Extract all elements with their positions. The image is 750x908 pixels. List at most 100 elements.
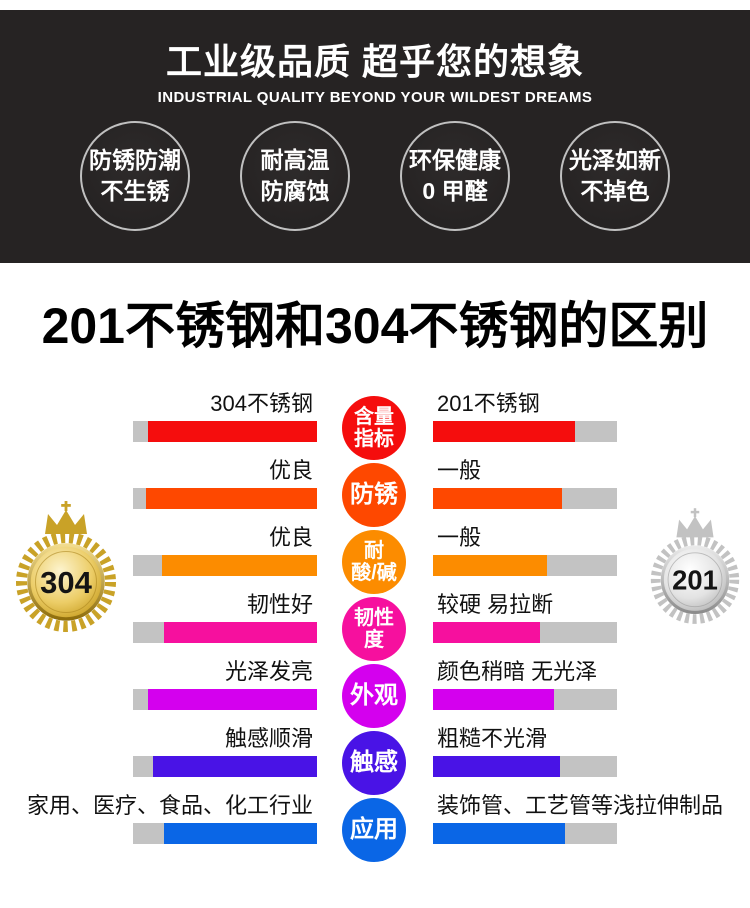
hero-section: 工业级品质 超乎您的想象 INDUSTRIAL QUALITY BEYOND Y… [0, 10, 750, 263]
comparison-chart: 304不锈钢 201不锈钢 含量 指标 优良 一般 防锈 优良 一般 [0, 388, 750, 863]
left-bar-fill [153, 756, 317, 777]
left-bar-fill [162, 555, 317, 576]
right-bar-fill [433, 555, 548, 576]
comparison-row: 触感顺滑 粗糙不光滑 触感 [0, 723, 750, 795]
metric-line1: 触感 [350, 749, 398, 776]
feature-line2: 防腐蚀 [260, 178, 330, 204]
comparison-row: 优良 一般 耐 酸/碱 [0, 522, 750, 594]
hero-subtitle: INDUSTRIAL QUALITY BEYOND YOUR WILDEST D… [157, 89, 593, 106]
badge-201: 201 [642, 508, 748, 630]
left-label: 光泽发亮 [224, 659, 313, 684]
comparison-row: 304不锈钢 201不锈钢 含量 指标 [0, 388, 750, 460]
left-label: 家用、医疗、食品、化工行业 [26, 793, 313, 818]
hero-title: 工业级品质 超乎您的想象 [165, 41, 584, 82]
feature-line1: 防锈防潮 [89, 147, 181, 173]
left-label: 韧性好 [246, 592, 313, 617]
right-bar-track [433, 488, 617, 509]
comparison-row: 光泽发亮 颜色稍暗 无光泽 外观 [0, 656, 750, 728]
metric-line1: 防锈 [350, 481, 398, 508]
comparison-rows: 304不锈钢 201不锈钢 含量 指标 优良 一般 防锈 优良 一般 [0, 388, 750, 863]
right-label: 一般 [437, 458, 482, 483]
left-bar-track [133, 622, 317, 643]
right-label: 装饰管、工艺管等浅拉伸制品 [437, 793, 724, 818]
section-title: 201不锈钢和304不锈钢的区别 [41, 298, 709, 354]
metric-line1: 耐 [364, 540, 384, 562]
right-bar-track [433, 689, 617, 710]
left-bar-fill [164, 622, 317, 643]
feature-circle-gloss: 光泽如新 不掉色 [560, 121, 670, 231]
right-label: 较硬 易拉断 [437, 592, 554, 617]
feature-line1: 耐高温 [260, 147, 330, 173]
metric-line1: 应用 [350, 816, 398, 843]
right-bar-fill [433, 689, 555, 710]
right-bar-track [433, 555, 617, 576]
crown-icon [45, 501, 87, 534]
left-bar-fill [145, 488, 317, 509]
right-label: 201不锈钢 [437, 391, 540, 416]
right-bar-fill [433, 421, 575, 442]
metric-circle: 应用 [342, 798, 406, 862]
medal-inner-ring [35, 551, 97, 613]
metric-line2: 酸/碱 [351, 562, 397, 584]
metric-line1: 含量 [354, 406, 394, 428]
medal-circle [660, 545, 730, 614]
metric-line2: 指标 [354, 428, 394, 450]
feature-line1: 光泽如新 [569, 147, 661, 173]
left-bar-track [133, 555, 317, 576]
left-bar-fill [164, 823, 317, 844]
left-bar-track [133, 756, 317, 777]
metric-line1: 韧性 [354, 607, 394, 629]
badge-value: 304 [40, 565, 92, 600]
metric-line1: 外观 [350, 682, 398, 709]
left-bar-fill [147, 689, 317, 710]
right-bar-fill [433, 622, 540, 643]
feature-line2: 不掉色 [580, 178, 650, 204]
wreath-icon [16, 532, 116, 632]
feature-line2: 不生锈 [100, 178, 170, 204]
right-label: 颜色稍暗 无光泽 [437, 659, 598, 684]
gold-medal-icon: 304 [16, 501, 116, 632]
medal-circle [27, 543, 105, 621]
metric-circle: 耐 酸/碱 [342, 530, 406, 594]
right-bar-track [433, 421, 617, 442]
metric-line2: 度 [364, 629, 384, 651]
top-strip [0, 0, 750, 10]
silver-medal-icon: 201 [650, 508, 740, 624]
left-label: 触感顺滑 [224, 726, 313, 751]
right-bar-fill [433, 488, 562, 509]
metric-circle: 防锈 [342, 463, 406, 527]
comparison-row: 家用、医疗、食品、化工行业 装饰管、工艺管等浅拉伸制品 应用 [0, 790, 750, 862]
comparison-row: 韧性好 较硬 易拉断 韧性 度 [0, 589, 750, 661]
right-bar-track [433, 823, 617, 844]
badge-value: 201 [672, 564, 718, 595]
feature-circle-heatproof: 耐高温 防腐蚀 [240, 121, 350, 231]
comparison-row: 优良 一般 防锈 [0, 455, 750, 527]
left-bar-track [133, 488, 317, 509]
left-bar-track [133, 421, 317, 442]
right-bar-fill [433, 823, 566, 844]
metric-circle: 含量 指标 [342, 396, 406, 460]
feature-circle-eco: 环保健康 0 甲醛 [400, 121, 510, 231]
metric-circle: 触感 [342, 731, 406, 795]
feature-line2: 0 甲醛 [422, 178, 488, 204]
right-label: 一般 [437, 525, 482, 550]
wreath-icon [650, 535, 740, 624]
left-bar-track [133, 689, 317, 710]
left-bar-fill [147, 421, 317, 442]
right-bar-fill [433, 756, 560, 777]
crown-icon [676, 508, 714, 538]
right-label: 粗糙不光滑 [437, 726, 548, 751]
right-bar-track [433, 622, 617, 643]
left-bar-track [133, 823, 317, 844]
feature-circles: 防锈防潮 不生锈 耐高温 防腐蚀 环保健康 0 甲醛 光泽如新 不掉色 [0, 121, 750, 231]
right-bar-track [433, 756, 617, 777]
metric-circle: 韧性 度 [342, 597, 406, 661]
left-label: 304不锈钢 [210, 391, 313, 416]
left-label: 优良 [268, 458, 313, 483]
left-label: 优良 [268, 525, 313, 550]
medal-inner-ring [667, 552, 723, 608]
metric-circle: 外观 [342, 664, 406, 728]
feature-circle-rustproof: 防锈防潮 不生锈 [80, 121, 190, 231]
feature-line1: 环保健康 [409, 147, 501, 173]
